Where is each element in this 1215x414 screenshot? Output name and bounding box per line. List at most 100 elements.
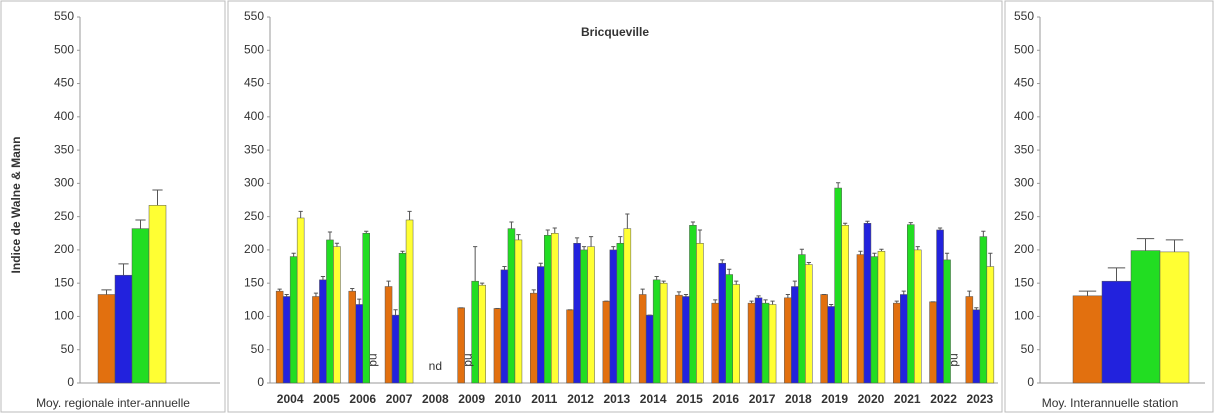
y-tick-label: 50 xyxy=(251,342,265,356)
y-tick-label: 200 xyxy=(1014,242,1034,256)
y-tick-label: 300 xyxy=(244,176,264,190)
error-bar xyxy=(676,291,682,296)
error-bar xyxy=(538,262,543,267)
bar xyxy=(457,307,465,384)
bar xyxy=(537,266,545,384)
bar xyxy=(587,246,595,384)
y-tick-label: 200 xyxy=(54,242,74,256)
y-tick-label: 500 xyxy=(1014,42,1034,56)
bar xyxy=(312,296,320,384)
error-bar xyxy=(1136,238,1155,251)
error-bar xyxy=(872,252,877,257)
error-bar xyxy=(574,237,580,244)
bar xyxy=(907,224,915,384)
bar xyxy=(725,274,733,384)
bar xyxy=(398,252,407,384)
error-bar xyxy=(357,298,362,305)
error-bar xyxy=(552,227,557,234)
bar xyxy=(965,296,974,384)
error-bar xyxy=(770,300,775,305)
error-bar xyxy=(327,231,333,240)
error-bar xyxy=(937,227,943,230)
error-bar xyxy=(364,230,369,234)
error-bar xyxy=(480,282,485,286)
bar xyxy=(929,301,937,384)
x-tick-label: 2022 xyxy=(930,392,957,406)
bar xyxy=(1101,280,1132,384)
bar xyxy=(514,239,523,384)
error-bar xyxy=(350,288,355,292)
bar xyxy=(348,290,356,384)
bar xyxy=(275,290,284,384)
error-bar xyxy=(879,248,884,252)
x-tick-label: 2021 xyxy=(894,392,921,406)
y-tick-label: 500 xyxy=(244,42,264,56)
bar xyxy=(478,284,486,384)
error-bar xyxy=(502,266,507,270)
error-bar xyxy=(697,229,703,244)
error-bar xyxy=(749,300,754,304)
bar xyxy=(791,286,799,384)
x-tick-label: 2007 xyxy=(386,392,413,406)
error-bar xyxy=(654,276,659,280)
y-tick-label: 150 xyxy=(54,275,74,289)
bar xyxy=(877,250,886,384)
bar xyxy=(326,239,334,384)
x-tick-label: 2019 xyxy=(821,392,848,406)
y-tick-label: 350 xyxy=(54,142,74,156)
bar xyxy=(979,236,988,384)
error-bar xyxy=(581,246,587,250)
error-bar xyxy=(836,182,841,189)
x-tick-label: 2010 xyxy=(495,392,522,406)
error-bar xyxy=(734,280,739,285)
bar xyxy=(573,243,581,384)
x-axis-label: Moy. Interannuelle station xyxy=(1042,396,1179,410)
error-bar xyxy=(720,259,725,264)
bar xyxy=(682,296,690,384)
error-bar xyxy=(284,293,289,297)
bar xyxy=(602,300,611,384)
bar xyxy=(319,279,327,384)
right-panel xyxy=(1004,0,1214,413)
bar xyxy=(820,294,828,384)
error-bar xyxy=(683,293,689,297)
bar xyxy=(761,302,770,384)
y-tick-label: 250 xyxy=(54,209,74,223)
y-tick-label: 550 xyxy=(54,9,74,23)
error-bar xyxy=(727,268,732,275)
x-tick-label: 2008 xyxy=(422,392,449,406)
x-tick-label: 2013 xyxy=(603,392,630,406)
y-tick-label: 100 xyxy=(244,309,264,323)
bar xyxy=(530,292,538,384)
error-bar xyxy=(792,280,797,287)
bar xyxy=(972,309,981,384)
y-tick-label: 550 xyxy=(1014,9,1034,23)
x-tick-label: 2023 xyxy=(966,392,993,406)
bar xyxy=(333,246,341,384)
y-tick-label: 450 xyxy=(244,76,264,90)
y-tick-label: 250 xyxy=(244,209,264,223)
bar xyxy=(768,304,777,384)
bar xyxy=(405,219,414,384)
y-tick-label: 550 xyxy=(244,9,264,23)
error-bar xyxy=(393,309,398,316)
bar xyxy=(893,302,901,384)
bar xyxy=(282,296,291,384)
bar xyxy=(493,308,502,384)
bar xyxy=(805,264,813,384)
error-bar xyxy=(618,236,623,244)
bar xyxy=(798,254,806,384)
bar xyxy=(131,228,150,384)
y-tick-label: 500 xyxy=(54,42,74,56)
bar xyxy=(711,302,719,384)
x-tick-label: 2020 xyxy=(858,392,885,406)
x-tick-label: 2006 xyxy=(349,392,376,406)
error-bar xyxy=(313,292,319,297)
error-bar xyxy=(611,246,616,250)
error-bar xyxy=(1107,267,1126,282)
y-tick-label: 150 xyxy=(244,275,264,289)
bar xyxy=(580,249,588,384)
error-bar xyxy=(320,276,326,280)
bar xyxy=(391,314,400,384)
bar xyxy=(827,306,835,384)
